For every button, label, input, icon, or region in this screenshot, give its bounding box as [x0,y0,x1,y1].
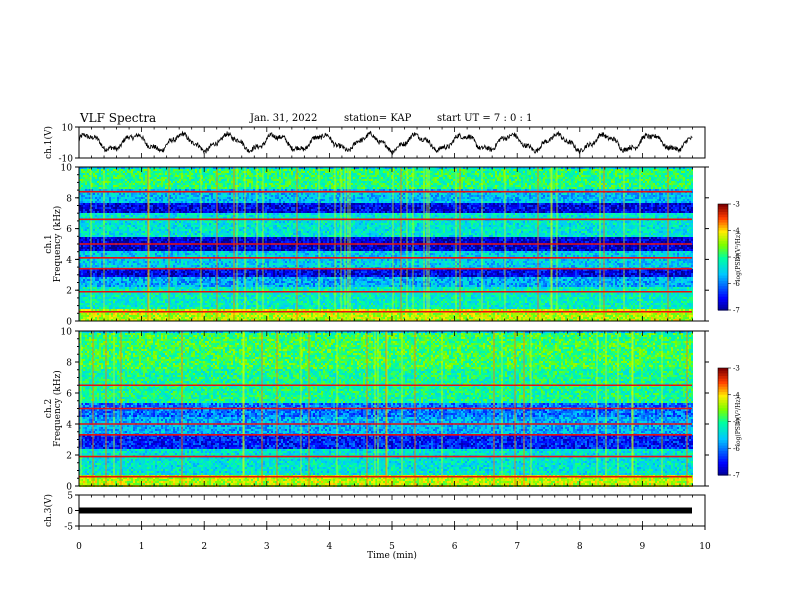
ch1-spec-ylabel: Frequency (kHz) [52,206,63,283]
ch1-spec-ytick-label: 0 [66,318,72,328]
ch2-spec-ytick-label: 10 [61,328,73,338]
ch1-ylabel: ch.1(V) [43,126,54,159]
time-tick-label: 7 [514,542,520,552]
ch2-spec-ytick-label: 4 [66,421,72,431]
ch2-spec-colorbar-tick-label: -7 [733,472,740,480]
ch2-spec-colorbar-label: log(PSD)(V²/Hz) [735,397,742,446]
time-tick-label: 3 [264,542,270,552]
time-tick-label: 4 [327,542,333,552]
ch3-ytick-label: -5 [64,523,73,533]
ch1-spec-heatmap [79,167,705,321]
time-axis-label: Time (min) [367,550,417,561]
ch3-ytick-label: 5 [67,492,73,502]
ch1-spec-colorbar-tick-label: -3 [733,201,740,209]
time-tick-label: 10 [699,542,711,552]
time-tick-label: 0 [76,542,82,552]
ch1-spec-colorbar-label: log(PSD)(V²/Hz) [735,233,742,282]
ch1-ytick-label: 10 [62,124,74,134]
ch2-spec-ytick-label: 8 [66,359,72,369]
ch3-ytick-label: 0 [67,507,73,517]
time-tick-label: 9 [640,542,646,552]
time-tick-label: 6 [452,542,458,552]
ch1-spec-ytick-label: 10 [61,164,73,174]
ch2-spec-ytick-label: 6 [66,390,72,400]
ch2-spec-colorbar-tick-label: -3 [733,365,740,373]
ch1-spec-ytick-label: 2 [66,287,72,297]
ch2-spec-heatmap [79,331,705,487]
ch3-ylabel: ch.3(V) [43,494,54,527]
ch2-spec-ylabel: Frequency (kHz) [52,370,63,447]
time-tick-label: 2 [201,542,207,552]
time-tick-label: 1 [139,542,145,552]
ch1-spec-colorbar-tick-label: -7 [733,307,740,315]
time-tick-label: 8 [577,542,583,552]
vlf-figure: 10-10ch.1(V)0246810ch.1 Frequency (kHz)-3… [0,0,792,612]
ch1-spec-ytick-label: 4 [66,256,72,266]
ch1-spec-ytick-label: 6 [66,225,72,235]
ch2-spec-ytick-label: 2 [66,452,72,462]
ch3-waveform-band [79,508,692,514]
ch1-spec-ytick-label: 8 [66,194,72,204]
